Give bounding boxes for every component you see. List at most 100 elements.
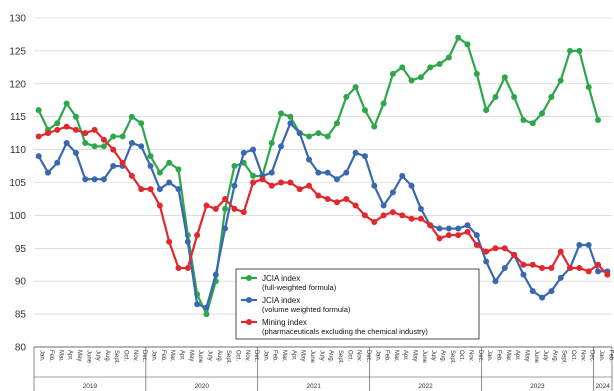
- data-point: [492, 245, 499, 252]
- legend: JCIA index (full-weighted formula) JCIA …: [235, 268, 480, 340]
- data-point: [156, 186, 163, 193]
- data-point: [110, 163, 117, 170]
- data-point: [110, 133, 117, 140]
- data-point: [306, 182, 313, 189]
- y-tick-label: 100: [9, 211, 26, 222]
- data-point: [203, 202, 210, 209]
- data-point: [492, 278, 499, 285]
- data-point: [100, 176, 107, 183]
- data-point: [595, 261, 602, 268]
- data-point: [389, 189, 396, 196]
- data-point: [72, 126, 79, 133]
- data-point: [212, 205, 219, 212]
- data-point: [35, 153, 42, 160]
- x-tick-label: Apr.: [514, 350, 520, 361]
- data-point: [72, 113, 79, 120]
- x-tick-label: Jan.: [486, 350, 492, 362]
- data-point: [250, 146, 257, 153]
- data-point: [399, 172, 406, 179]
- x-tick-label: June: [85, 350, 91, 364]
- x-tick-label: July: [206, 350, 212, 361]
- x-tick-label: Oct.: [234, 350, 240, 361]
- data-point: [464, 41, 471, 48]
- x-tick-label: Oct.: [346, 350, 352, 361]
- data-point: [585, 84, 592, 91]
- data-point: [250, 179, 257, 186]
- data-point: [361, 153, 368, 160]
- x-tick-label: June: [533, 350, 539, 364]
- x-tick-label: Feb.: [48, 350, 54, 362]
- data-point: [259, 176, 266, 183]
- x-tick-label: Nov.: [356, 350, 362, 362]
- data-point: [63, 140, 70, 147]
- legend-sublabel-jcia-full: (full-weighted formula): [262, 283, 337, 292]
- x-tick-label: Dec.: [141, 350, 147, 363]
- data-point: [240, 149, 247, 156]
- data-point: [548, 265, 555, 272]
- data-point: [389, 70, 396, 77]
- data-point: [44, 169, 51, 176]
- series-layer: [35, 34, 611, 318]
- data-point: [231, 205, 238, 212]
- x-tick-label: May: [76, 350, 82, 361]
- x-tick-label: Feb.: [384, 350, 390, 362]
- data-point: [371, 123, 378, 130]
- data-point: [464, 228, 471, 235]
- x-tick-label: May: [188, 350, 194, 361]
- x-tick-label: Sept.: [337, 350, 343, 364]
- data-point: [128, 113, 135, 120]
- data-point: [54, 120, 61, 127]
- x-tick-label: Dec.: [365, 350, 371, 363]
- x-tick-label: Jan.: [262, 350, 268, 362]
- data-point: [278, 110, 285, 117]
- data-point: [539, 110, 546, 117]
- data-point: [417, 74, 424, 81]
- x-tick-label: Mar.: [393, 350, 399, 362]
- y-tick-label: 80: [15, 343, 27, 354]
- y-tick-label: 110: [10, 145, 26, 156]
- data-point: [184, 238, 191, 245]
- y-tick-label: 115: [10, 112, 26, 123]
- data-point: [455, 34, 462, 41]
- data-point: [343, 195, 350, 202]
- x-tick-label: Aug.: [551, 350, 557, 363]
- x-tick-label: Sept.: [561, 350, 567, 364]
- data-point: [194, 232, 201, 239]
- data-point: [483, 258, 490, 265]
- data-point: [595, 116, 602, 123]
- data-point: [445, 54, 452, 61]
- data-point: [361, 212, 368, 219]
- data-point: [567, 265, 574, 272]
- data-point: [380, 212, 387, 219]
- data-point: [166, 179, 173, 186]
- data-point: [520, 261, 527, 268]
- data-point: [557, 77, 564, 84]
- x-tick-label: June: [197, 350, 203, 364]
- data-point: [324, 195, 331, 202]
- data-point: [231, 182, 238, 189]
- x-tick-label: Apr.: [290, 350, 296, 361]
- data-point: [138, 120, 145, 127]
- data-point: [212, 271, 219, 278]
- y-tick-label: 85: [15, 310, 27, 321]
- data-point: [44, 130, 51, 137]
- legend-sublabel-mining: (pharmaceuticals excluding the chemical …: [262, 327, 428, 336]
- data-point: [501, 74, 508, 81]
- data-point: [128, 140, 135, 147]
- data-point: [455, 232, 462, 239]
- data-point: [520, 116, 527, 123]
- data-point: [278, 179, 285, 186]
- data-point: [473, 242, 480, 249]
- data-point: [436, 61, 443, 68]
- x-tick-label: May: [523, 350, 529, 361]
- data-point: [35, 133, 42, 140]
- data-point: [222, 225, 229, 232]
- data-point: [287, 120, 294, 127]
- x-tick-label: Apr.: [179, 350, 185, 361]
- x-tick-label: July: [318, 350, 324, 361]
- data-point: [595, 268, 602, 275]
- data-point: [585, 242, 592, 249]
- x-tick-label: Dec.: [589, 350, 595, 363]
- data-point: [296, 186, 303, 193]
- y-tick-label: 95: [15, 244, 27, 255]
